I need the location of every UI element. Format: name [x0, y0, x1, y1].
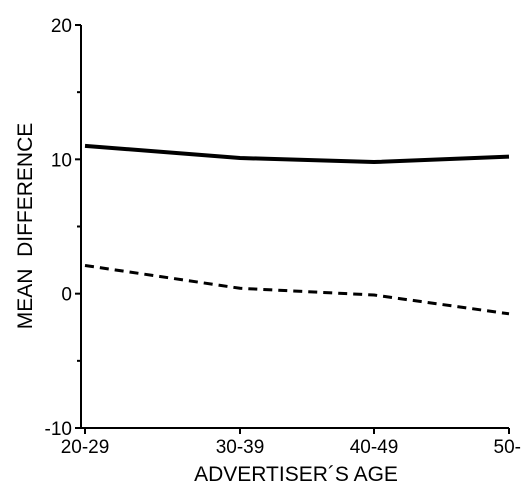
series-line-dashed [84, 263, 510, 316]
y-tick-label: 20 [51, 16, 72, 37]
x-tick-label: 30-39 [216, 437, 265, 458]
y-ticks: 20 10 0 -10 [45, 16, 81, 440]
y-tick-label: -10 [45, 419, 72, 440]
y-tick-label: 10 [51, 150, 72, 171]
x-tick-label: 40-49 [350, 437, 399, 458]
series-lines [84, 143, 510, 316]
x-axis-title: ADVERTISER´S AGE [194, 463, 398, 486]
axes [80, 25, 509, 429]
y-tick-label: 0 [61, 285, 72, 306]
series-line-solid [84, 143, 510, 165]
x-ticks: 20-29 30-39 40-49 50- [61, 428, 521, 458]
x-tick-label: 50- [494, 437, 521, 458]
x-tick-label: 20-29 [61, 437, 110, 458]
y-axis-title: MEAN DIFFERENCE [14, 123, 37, 330]
